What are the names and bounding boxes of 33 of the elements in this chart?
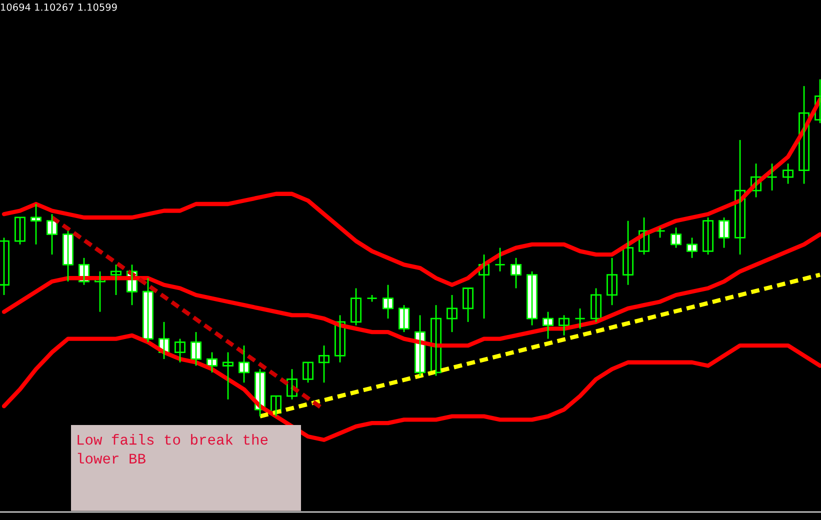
candlestick (766, 162, 778, 192)
candlestick (574, 308, 586, 330)
candlestick (782, 162, 794, 184)
candlestick (238, 344, 250, 384)
candlestick (398, 304, 410, 333)
candlestick (14, 216, 26, 246)
candlestick (190, 331, 202, 366)
candlestick (606, 257, 618, 306)
candlestick (510, 257, 522, 289)
candlestick (350, 288, 362, 326)
candlestick (30, 203, 42, 246)
text: Low fails to break the lower BB (78, 434, 268, 464)
text: 10694 1.10267 1.10599 (1, 3, 117, 11)
candlestick (718, 216, 730, 249)
candlestick (318, 344, 330, 384)
candlestick (142, 277, 154, 343)
candlestick (174, 338, 186, 364)
candlestick (670, 226, 682, 249)
candlestick (702, 216, 714, 256)
candlestick (590, 288, 602, 323)
candlestick (302, 362, 314, 384)
candlestick (558, 314, 570, 336)
candlestick (542, 311, 554, 340)
candlestick (654, 226, 666, 238)
candlestick (494, 247, 506, 272)
candlestick (110, 264, 122, 296)
candlestick (382, 284, 394, 320)
candlestick (222, 352, 234, 400)
candlestick (446, 294, 458, 333)
candlestick (526, 270, 538, 326)
candlestick (62, 230, 74, 282)
candlestick (686, 237, 698, 259)
candlestick (462, 288, 474, 323)
